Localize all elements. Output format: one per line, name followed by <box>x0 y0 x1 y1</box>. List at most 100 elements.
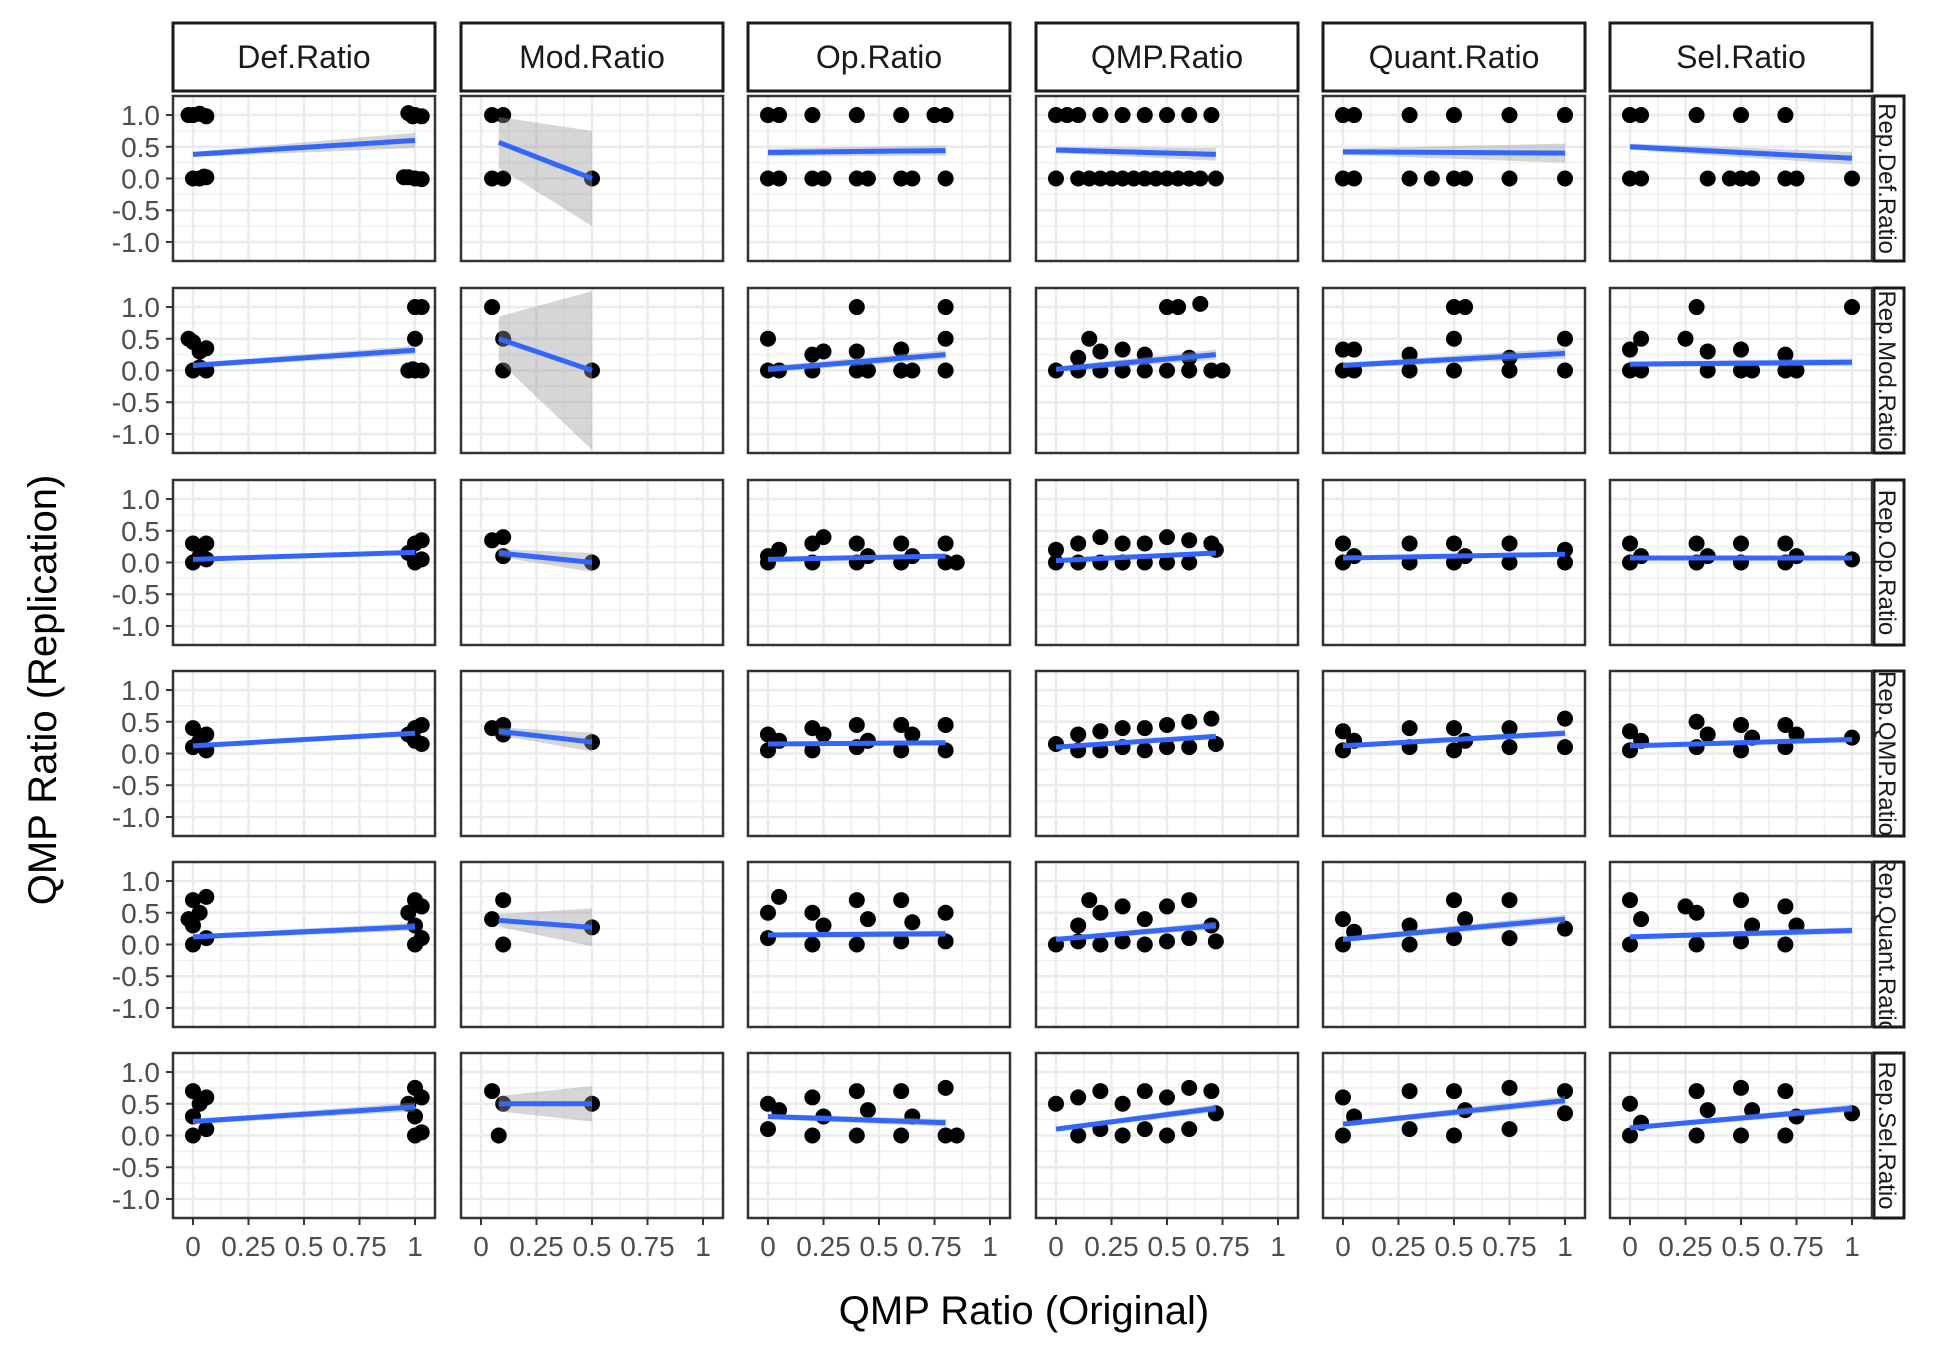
data-point <box>1203 107 1220 124</box>
x-tick-label: 0 <box>185 1231 201 1262</box>
data-point <box>413 299 430 316</box>
data-point <box>848 1083 865 1100</box>
row-strip-label: Rep.QMP.Ratio <box>1873 671 1900 836</box>
y-tick-label: 0.0 <box>121 1121 160 1152</box>
data-point <box>1777 1083 1794 1100</box>
data-point <box>198 726 215 743</box>
data-point <box>413 532 430 549</box>
column-strip-label: Def.Ratio <box>237 39 370 75</box>
data-point <box>1688 535 1705 552</box>
facet-panel <box>171 1051 437 1220</box>
data-point <box>1207 933 1224 950</box>
data-point <box>1557 710 1574 727</box>
y-tick-label: 1.0 <box>121 866 160 897</box>
data-point <box>804 936 821 953</box>
facet-panel <box>459 94 725 263</box>
data-point <box>1423 170 1440 187</box>
data-point <box>815 726 832 743</box>
panel-border <box>1608 286 1874 455</box>
data-point <box>1334 1089 1351 1106</box>
data-point <box>1092 936 1109 953</box>
y-tick-label: -0.5 <box>112 195 160 226</box>
data-point <box>804 904 821 921</box>
x-tick-label: 1 <box>1557 1231 1573 1262</box>
data-point <box>1777 107 1794 124</box>
data-point <box>771 170 788 187</box>
data-point <box>893 1127 910 1144</box>
x-tick-label: 0.75 <box>1482 1231 1537 1262</box>
data-point <box>413 171 430 188</box>
data-point <box>1633 170 1650 187</box>
data-point <box>1114 1127 1131 1144</box>
data-point <box>893 170 910 187</box>
data-point <box>1334 911 1351 928</box>
y-tick-label: -1.0 <box>112 1184 160 1215</box>
data-point <box>1744 1102 1761 1119</box>
fit-line <box>767 148 946 155</box>
fit-line <box>192 1104 416 1125</box>
fit-line <box>192 730 416 749</box>
data-point <box>184 892 201 909</box>
data-point <box>1070 170 1087 187</box>
x-tick-label: 0.5 <box>1722 1231 1761 1262</box>
x-tick-label: 0 <box>473 1231 489 1262</box>
fit-line <box>767 931 946 938</box>
data-point <box>1621 341 1638 358</box>
data-point <box>1446 330 1462 347</box>
data-point <box>937 742 954 759</box>
facet-panel <box>171 860 437 1029</box>
data-point <box>413 1124 430 1141</box>
data-point <box>1733 716 1749 733</box>
y-tick-label: 0.5 <box>121 707 160 738</box>
data-point <box>1070 1089 1087 1106</box>
data-point <box>404 361 421 378</box>
y-tick-label: 1.0 <box>121 675 160 706</box>
data-point <box>759 170 776 187</box>
y-tick-label: 0.5 <box>121 898 160 929</box>
data-point <box>804 1089 821 1106</box>
data-point <box>1501 930 1518 947</box>
y-tick-label: 1.0 <box>121 100 160 131</box>
facet-panel <box>1608 669 1874 838</box>
data-point <box>893 933 910 950</box>
data-point <box>1744 362 1761 379</box>
data-point <box>1733 1127 1749 1144</box>
data-point <box>1401 107 1418 124</box>
data-point <box>1733 107 1749 124</box>
fit-line <box>1629 1105 1853 1131</box>
data-point <box>937 362 954 379</box>
y-tick-label: -0.5 <box>112 579 160 610</box>
fit-line <box>1055 147 1216 157</box>
data-point <box>1733 362 1749 379</box>
facet-panel <box>1608 478 1874 647</box>
data-point <box>184 720 201 737</box>
data-point <box>1788 362 1805 379</box>
data-point <box>180 107 197 124</box>
column-strip-label: Op.Ratio <box>816 39 942 75</box>
row-strip <box>1872 94 1906 263</box>
row-strip <box>1872 286 1906 455</box>
data-point <box>1059 107 1076 124</box>
data-point <box>1501 535 1518 552</box>
data-point <box>1114 898 1131 915</box>
data-point <box>1777 936 1794 953</box>
row-strip-label: Rep.Sel.Ratio <box>1873 1061 1900 1209</box>
data-point <box>1788 917 1805 934</box>
data-point <box>1446 535 1462 552</box>
data-point <box>1159 716 1175 733</box>
confidence-band <box>498 116 592 227</box>
data-point <box>1699 1102 1716 1119</box>
data-point <box>804 107 821 124</box>
row-strip <box>1872 669 1906 838</box>
data-point <box>1159 529 1175 546</box>
data-point <box>1557 920 1574 937</box>
facet-panels: Def.Ratio Mod.Ratio Op.Ratio QMP.Ratio Quant… <box>112 21 1906 1262</box>
fit-line <box>192 549 416 562</box>
fit-line <box>767 1113 946 1126</box>
data-point <box>1557 1105 1574 1122</box>
data-point <box>1557 107 1574 124</box>
data-point <box>1125 170 1142 187</box>
fit-line <box>1342 1098 1566 1127</box>
data-point <box>1446 720 1462 737</box>
confidence-band <box>498 908 592 947</box>
